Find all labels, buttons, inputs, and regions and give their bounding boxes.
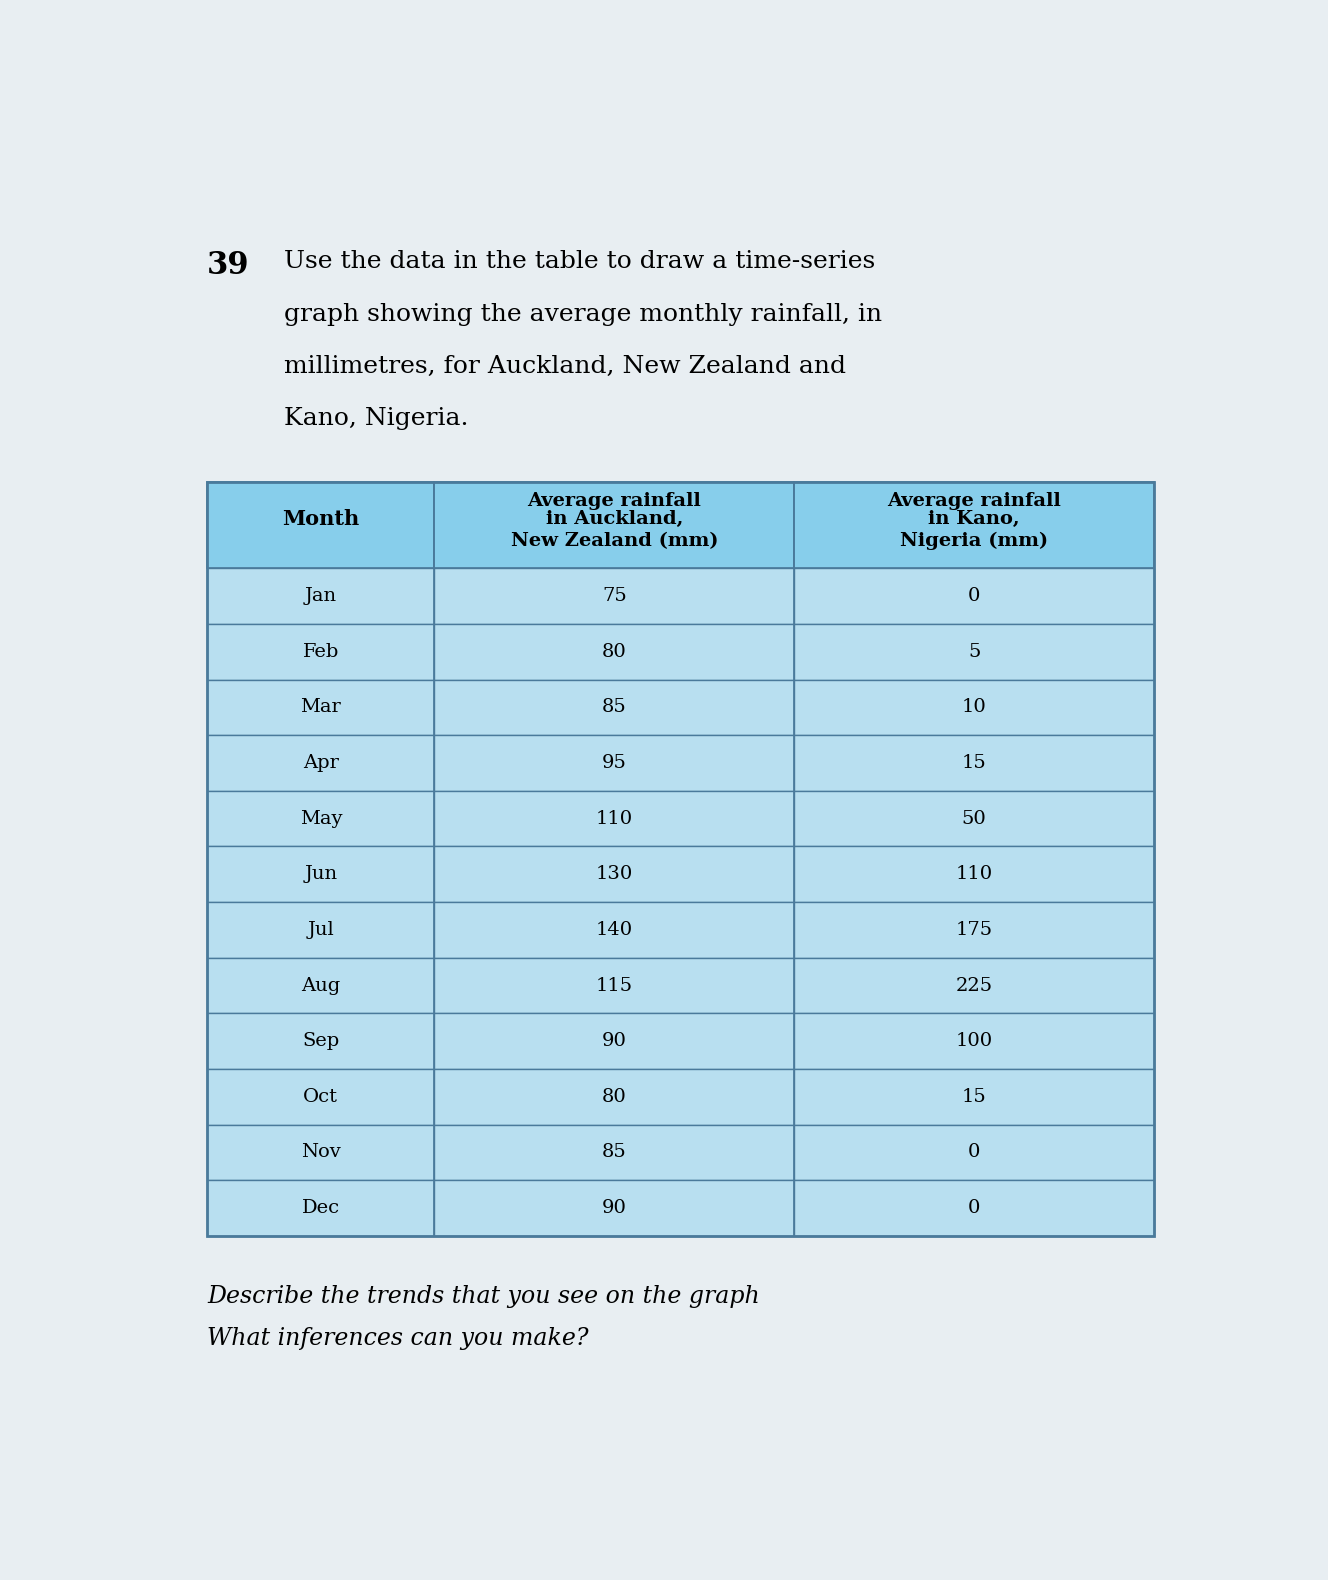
Bar: [207, 624, 434, 679]
Text: Dec: Dec: [301, 1199, 340, 1217]
Text: graph showing the average monthly rainfall, in: graph showing the average monthly rainfa…: [284, 303, 883, 325]
Text: Oct: Oct: [303, 1087, 339, 1106]
Text: 5: 5: [968, 643, 980, 660]
Bar: [794, 624, 1154, 679]
Bar: [207, 1125, 434, 1180]
Bar: [207, 1013, 434, 1070]
Bar: [794, 847, 1154, 902]
Bar: [434, 679, 794, 735]
Text: What inferences can you make?: What inferences can you make?: [207, 1327, 588, 1351]
Text: millimetres, for Auckland, New Zealand and: millimetres, for Auckland, New Zealand a…: [284, 356, 846, 378]
Bar: [794, 735, 1154, 792]
Bar: [794, 1125, 1154, 1180]
Bar: [434, 1180, 794, 1236]
Text: Month: Month: [282, 509, 360, 529]
Bar: [207, 569, 434, 624]
Text: Describe the trends that you see on the graph: Describe the trends that you see on the …: [207, 1285, 760, 1308]
Bar: [207, 792, 434, 847]
Bar: [434, 957, 794, 1013]
Bar: [434, 902, 794, 957]
Bar: [434, 482, 794, 569]
Text: 15: 15: [961, 754, 987, 773]
Bar: [794, 792, 1154, 847]
Bar: [434, 847, 794, 902]
Text: Jun: Jun: [304, 866, 337, 883]
Text: Feb: Feb: [303, 643, 339, 660]
Text: 100: 100: [956, 1032, 993, 1051]
Bar: [207, 957, 434, 1013]
Text: Jan: Jan: [304, 588, 337, 605]
Text: Average rainfall: Average rainfall: [527, 491, 701, 510]
Text: Mar: Mar: [300, 698, 341, 716]
Bar: [207, 735, 434, 792]
Bar: [794, 569, 1154, 624]
Bar: [794, 902, 1154, 957]
Bar: [434, 792, 794, 847]
Text: 39: 39: [207, 250, 250, 281]
Text: 80: 80: [602, 643, 627, 660]
Bar: [434, 1125, 794, 1180]
Text: New Zealand (mm): New Zealand (mm): [510, 532, 718, 550]
Bar: [794, 482, 1154, 569]
Bar: [207, 847, 434, 902]
Text: in Kano,: in Kano,: [928, 510, 1020, 528]
Text: 115: 115: [596, 976, 633, 994]
Text: Jul: Jul: [307, 921, 335, 939]
Text: 10: 10: [961, 698, 987, 716]
Text: 0: 0: [968, 1144, 980, 1161]
Bar: [207, 1070, 434, 1125]
Text: Nov: Nov: [301, 1144, 341, 1161]
Text: 50: 50: [961, 809, 987, 828]
Text: 90: 90: [602, 1199, 627, 1217]
Text: Aug: Aug: [301, 976, 340, 994]
Text: Apr: Apr: [303, 754, 339, 773]
Bar: [794, 957, 1154, 1013]
Text: 175: 175: [956, 921, 993, 939]
Bar: [207, 679, 434, 735]
Text: 130: 130: [596, 866, 633, 883]
Bar: [794, 1013, 1154, 1070]
Text: Nigeria (mm): Nigeria (mm): [900, 531, 1048, 550]
Bar: [434, 624, 794, 679]
Bar: [434, 1070, 794, 1125]
Text: 90: 90: [602, 1032, 627, 1051]
Text: 0: 0: [968, 1199, 980, 1217]
Bar: [207, 482, 434, 569]
Text: 110: 110: [956, 866, 993, 883]
Text: 75: 75: [602, 588, 627, 605]
Text: in Auckland,: in Auckland,: [546, 510, 683, 528]
Text: 15: 15: [961, 1087, 987, 1106]
Text: Average rainfall: Average rainfall: [887, 491, 1061, 510]
Bar: [207, 1180, 434, 1236]
Text: 85: 85: [602, 1144, 627, 1161]
Text: 95: 95: [602, 754, 627, 773]
Bar: [207, 482, 1154, 1236]
Bar: [434, 569, 794, 624]
Text: Kano, Nigeria.: Kano, Nigeria.: [284, 408, 469, 430]
Text: 80: 80: [602, 1087, 627, 1106]
Text: 140: 140: [596, 921, 633, 939]
Bar: [794, 679, 1154, 735]
Text: 110: 110: [596, 809, 633, 828]
Text: Sep: Sep: [303, 1032, 340, 1051]
Bar: [434, 735, 794, 792]
Bar: [434, 1013, 794, 1070]
Bar: [794, 1070, 1154, 1125]
Text: 225: 225: [956, 976, 993, 994]
Text: May: May: [300, 809, 343, 828]
Text: Use the data in the table to draw a time-series: Use the data in the table to draw a time…: [284, 250, 875, 273]
Text: 85: 85: [602, 698, 627, 716]
Bar: [794, 1180, 1154, 1236]
Bar: [207, 902, 434, 957]
Text: 0: 0: [968, 588, 980, 605]
